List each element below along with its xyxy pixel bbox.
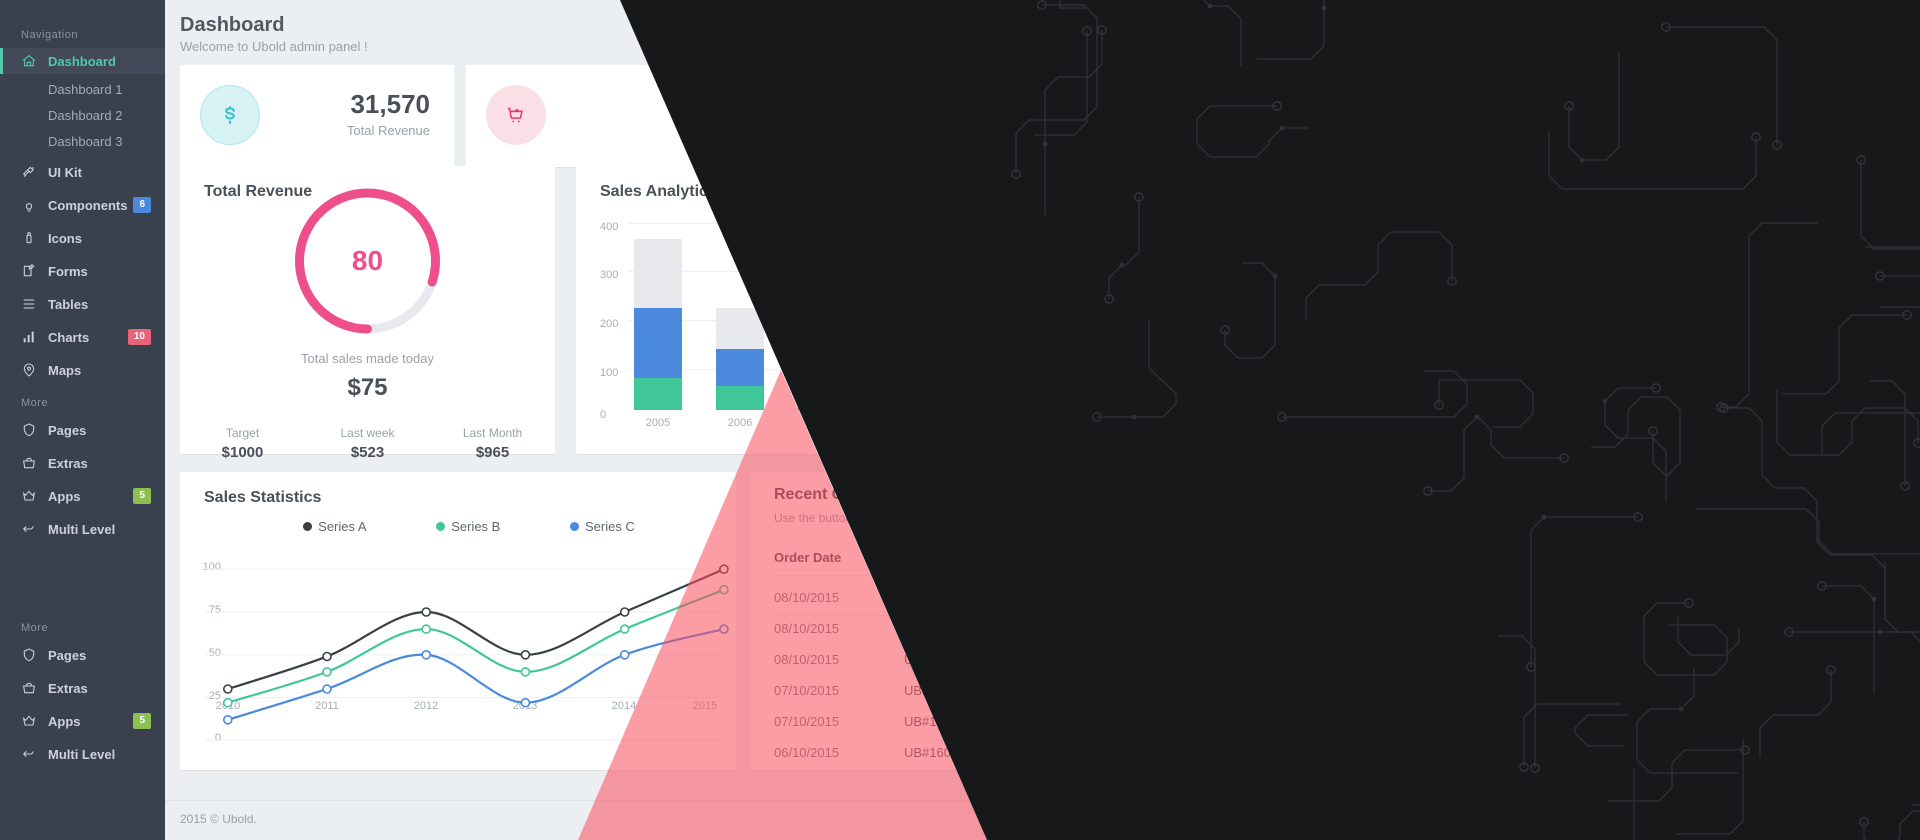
svg-text:80: 80: [352, 245, 383, 276]
